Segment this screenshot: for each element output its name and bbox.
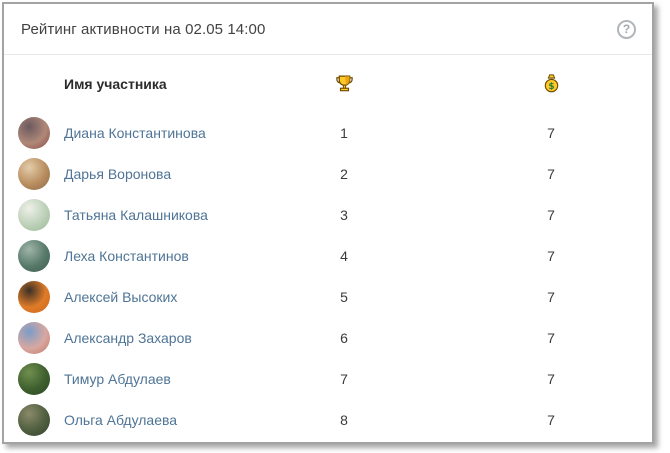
rank-value: 1: [340, 124, 348, 141]
score-value: 7: [547, 206, 555, 223]
avatar[interactable]: [18, 280, 50, 313]
score-value: 7: [547, 411, 555, 428]
name-column-header: Имя участника: [64, 75, 167, 92]
participant-name-link[interactable]: Тимур Абдулаев: [64, 370, 171, 387]
table-row: Диана Константинова 1 7: [4, 112, 652, 153]
table-row: Леха Константинов 4 7: [4, 235, 652, 276]
svg-text:$: $: [548, 82, 554, 92]
rank-value: 8: [340, 411, 348, 428]
avatar-cell: [18, 362, 64, 395]
table-header-row: Имя участника $: [4, 55, 652, 112]
rank-value: 4: [340, 247, 348, 264]
table-row: Дарья Воронова 2 7: [4, 153, 652, 194]
rank-value: 2: [340, 165, 348, 182]
avatar-cell: [18, 280, 64, 313]
table-row: Татьяна Калашникова 3 7: [4, 194, 652, 235]
score-value: 7: [547, 165, 555, 182]
rank-value: 6: [340, 329, 348, 346]
table-row: Тимур Абдулаев 7 7: [4, 358, 652, 399]
avatar-cell: [18, 157, 64, 190]
money-bag-icon: $: [544, 74, 559, 93]
score-value: 7: [547, 329, 555, 346]
avatar[interactable]: [18, 198, 50, 231]
avatar-cell: [18, 198, 64, 231]
widget-title: Рейтинг активности на 02.05 14:00: [21, 20, 266, 38]
participant-name-link[interactable]: Леха Константинов: [64, 247, 189, 264]
table-row: Александр Захаров 6 7: [4, 317, 652, 358]
avatar-cell: [18, 321, 64, 354]
rank-column-header: [236, 74, 452, 93]
table-row: Ольга Абдулаева 8 7: [4, 399, 652, 440]
activity-rating-widget: Рейтинг активности на 02.05 14:00 ? Имя …: [2, 2, 654, 444]
avatar[interactable]: [18, 403, 50, 436]
participant-name-link[interactable]: Татьяна Калашникова: [64, 206, 208, 223]
score-value: 7: [547, 124, 555, 141]
participants-list: Диана Константинова 1 7 Дарья Воронова 2 7 Тат…: [4, 112, 652, 440]
participant-name-link[interactable]: Дарья Воронова: [64, 165, 172, 182]
avatar[interactable]: [18, 157, 50, 190]
avatar-cell: [18, 239, 64, 272]
score-value: 7: [547, 288, 555, 305]
participant-name-link[interactable]: Александр Захаров: [64, 329, 192, 346]
avatar-cell: [18, 116, 64, 149]
avatar[interactable]: [18, 239, 50, 272]
table-row: Алексей Высоких 5 7: [4, 276, 652, 317]
rank-value: 7: [340, 370, 348, 387]
avatar[interactable]: [18, 362, 50, 395]
score-column-header: $: [452, 74, 650, 93]
rank-value: 3: [340, 206, 348, 223]
widget-title-bar: Рейтинг активности на 02.05 14:00 ?: [4, 4, 652, 55]
score-value: 7: [547, 247, 555, 264]
avatar[interactable]: [18, 116, 50, 149]
help-icon[interactable]: ?: [617, 19, 636, 39]
avatar-cell: [18, 403, 64, 436]
participant-name-link[interactable]: Алексей Высоких: [64, 288, 178, 305]
trophy-icon: [335, 74, 354, 93]
participant-name-link[interactable]: Диана Константинова: [64, 124, 206, 141]
avatar[interactable]: [18, 321, 50, 354]
participant-name-link[interactable]: Ольга Абдулаева: [64, 411, 178, 428]
rank-value: 5: [340, 288, 348, 305]
score-value: 7: [547, 370, 555, 387]
